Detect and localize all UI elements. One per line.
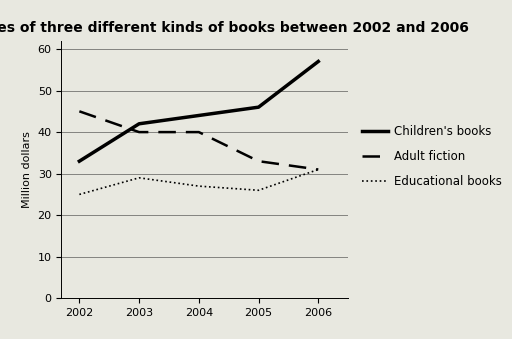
Legend: Children's books, Adult fiction, Educational books: Children's books, Adult fiction, Educati… [357,121,506,193]
Y-axis label: Million dollars: Million dollars [22,131,32,208]
Title: The sales of three different kinds of books between 2002 and 2006: The sales of three different kinds of bo… [0,21,469,35]
